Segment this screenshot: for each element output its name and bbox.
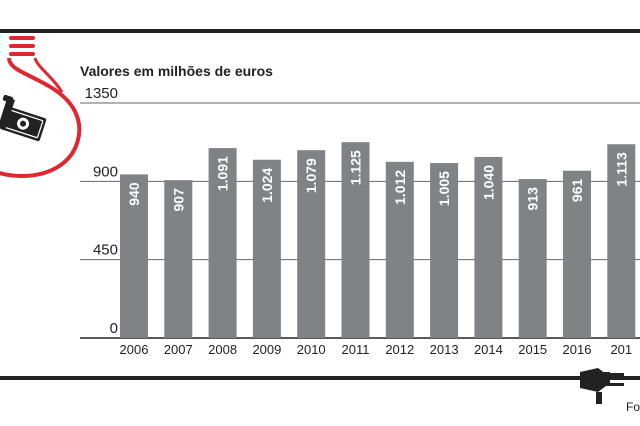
x-tick-label: 2013 xyxy=(430,342,459,357)
bar xyxy=(120,174,148,338)
bar xyxy=(518,179,547,338)
x-tick-label: 2012 xyxy=(385,342,414,357)
y-axis-tick-labels: 0 450 900 1350 xyxy=(85,85,118,337)
x-axis-tick-labels: 2006 2007 2008 2009 2010 2011 2012 2013 2014 2015… xyxy=(120,342,633,357)
x-tick-label: 2014 xyxy=(474,342,503,357)
chart-subtitle: Valores em milhões de euros xyxy=(80,63,273,79)
bar-value-label: 1.125 xyxy=(348,150,364,185)
x-tick-label: 2009 xyxy=(252,342,281,357)
bar xyxy=(341,142,370,338)
bar-value-label: 1.091 xyxy=(215,156,231,191)
bar xyxy=(607,144,636,338)
bar xyxy=(208,148,237,338)
bar xyxy=(385,161,414,338)
y-tick-label: 0 xyxy=(110,320,118,337)
x-tick-label: 2016 xyxy=(563,342,592,357)
x-tick-label: 2006 xyxy=(120,342,149,357)
bar xyxy=(430,163,459,338)
x-tick-label: 2007 xyxy=(164,342,193,357)
bar-value-label: 1.113 xyxy=(613,152,629,186)
lightbulb-icon xyxy=(0,36,82,179)
x-tick-label: 2015 xyxy=(518,342,547,357)
bar-value-label: 1.012 xyxy=(392,170,408,205)
bar-value-label: 913 xyxy=(525,187,541,211)
x-tick-label: 2011 xyxy=(342,342,370,357)
bar xyxy=(474,156,503,338)
bar-value-label: 1.024 xyxy=(259,168,275,203)
bar-value-label: 907 xyxy=(170,188,186,212)
bar-value-label: 1.040 xyxy=(480,165,496,200)
x-tick-label: 2010 xyxy=(297,342,326,357)
bar xyxy=(297,150,326,338)
bar xyxy=(252,159,281,338)
source-label: Fo xyxy=(626,400,640,414)
y-tick-label: 1350 xyxy=(85,85,118,102)
bar-value-label: 940 xyxy=(126,182,142,206)
plug-icon xyxy=(559,368,624,404)
y-tick-label: 450 xyxy=(93,242,118,259)
bar-value-label: 1.079 xyxy=(303,158,319,193)
top-border-line xyxy=(0,29,640,33)
banknote-icon xyxy=(0,94,47,142)
x-tick-label: 201 xyxy=(610,342,632,357)
bar-value-label: 961 xyxy=(569,179,585,203)
bar xyxy=(563,170,591,338)
bar xyxy=(164,180,193,338)
bar-value-label: 1.005 xyxy=(436,171,452,206)
bottom-border-line xyxy=(0,376,640,380)
bars: 940 907 1.091 1.024 1.079 1.125 1.012 1.005 1.04… xyxy=(120,142,636,338)
x-tick-label: 2008 xyxy=(208,342,237,357)
y-tick-label: 900 xyxy=(93,163,118,180)
